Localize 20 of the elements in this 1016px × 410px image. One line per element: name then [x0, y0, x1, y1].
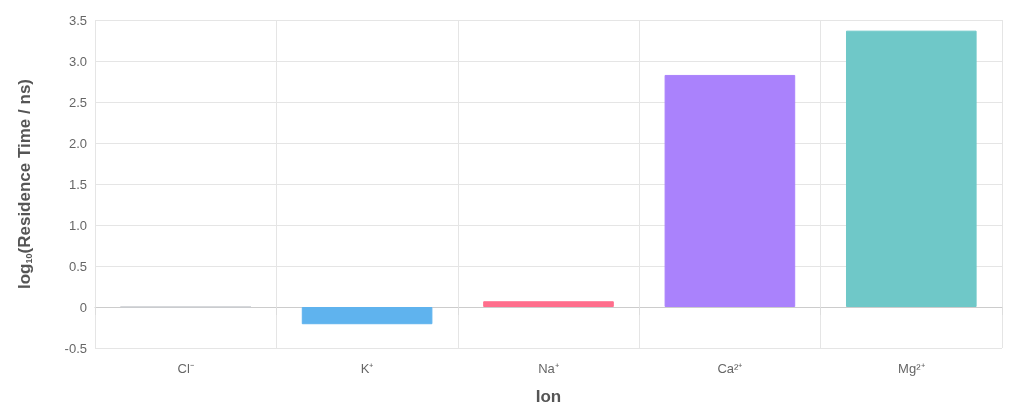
- y-tick-label: 2.5: [68, 94, 87, 110]
- y-tick-label: 1.5: [68, 176, 87, 192]
- x-axis-title: Ion: [535, 387, 562, 406]
- bar: [483, 301, 614, 307]
- y-tick-label: -0.5: [64, 340, 87, 356]
- y-tick-label: 1.0: [68, 217, 87, 233]
- bar: [301, 307, 433, 325]
- x-tick-label: Na⁺: [538, 361, 559, 376]
- y-tick-label: 3.5: [68, 12, 87, 28]
- y-tick-label: 3.0: [68, 53, 87, 69]
- x-tick-label: Mg²⁺: [898, 361, 925, 376]
- y-tick-label: 0: [79, 299, 87, 315]
- x-tick-label: Ca²⁺: [717, 361, 743, 376]
- bar: [846, 30, 977, 307]
- y-axis-title: log10(Residence Time / ns): [15, 79, 34, 289]
- y-tick-label: 0.5: [68, 258, 87, 274]
- bar: [664, 74, 796, 307]
- x-tick-label: K⁺: [360, 361, 374, 376]
- x-tick-label: Cl⁻: [177, 361, 194, 376]
- y-tick-label: 2.0: [68, 135, 87, 151]
